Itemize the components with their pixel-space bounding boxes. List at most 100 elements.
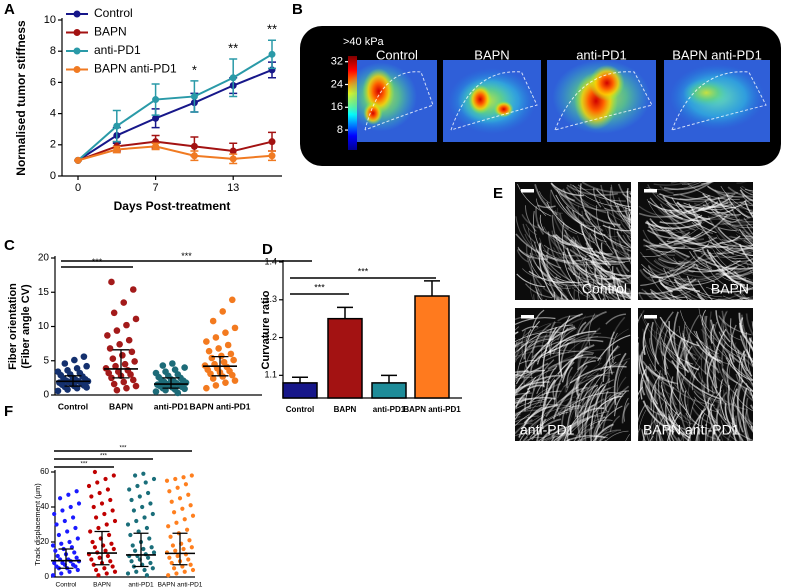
fiber [651,220,696,240]
fiber [522,268,547,280]
fiber [535,205,545,235]
fiber [522,223,537,244]
fiber [721,369,738,384]
fiber [701,309,707,326]
fiber [693,261,708,270]
fiber [730,235,753,241]
y-tick-label: 0 [50,170,56,182]
fiber [745,232,753,238]
fiber [665,228,703,253]
fiber [745,261,753,276]
fiber [721,368,753,393]
fiber [612,200,631,225]
fiber [528,338,554,348]
fibers [515,309,631,441]
fiber [556,432,565,441]
dot [125,571,131,576]
fiber [570,184,599,209]
fiber [574,219,602,228]
fiber [650,389,664,441]
image-label: Control [582,281,627,297]
fiber [715,391,728,426]
y-axis-label: Curvature ratio [260,290,272,369]
fiber [557,354,584,375]
legend-label: BAPN [94,25,127,39]
y-tick-label: 10 [38,321,50,332]
fiber [718,331,743,355]
fiber [746,250,753,256]
fiber [750,404,753,411]
dot [108,278,115,286]
fiber [742,386,753,398]
fiber [731,417,737,441]
fiber [601,275,607,300]
fiber [741,230,753,243]
fiber [605,313,626,325]
dot [75,567,80,573]
fiber [671,360,720,400]
dot [190,567,196,573]
fiber [563,415,579,441]
fiber [620,269,631,278]
x-tick-label: anti-PD1 [154,401,189,411]
fiber [740,363,753,382]
fiber [612,266,621,300]
dot [132,473,138,478]
dot [162,368,169,376]
fiber [590,293,596,300]
fiber [647,226,674,232]
fiber [522,436,529,441]
dot [222,379,229,386]
fiber [688,439,690,441]
fiber [730,324,737,363]
fiber [651,434,659,441]
fiber [530,331,542,391]
fiber [569,248,620,265]
fiber [624,290,631,300]
fiber [731,225,753,229]
fiber [740,317,744,333]
dot [60,508,65,513]
dot [131,508,137,513]
dot [89,557,94,562]
fiber [701,380,717,422]
fiber [560,342,570,376]
dot [108,559,113,564]
dot [148,560,153,566]
fiber [608,291,623,300]
fiber [681,182,698,185]
fiber [526,395,577,436]
fiber [597,430,608,441]
fiber [696,293,704,300]
fiber [586,292,588,300]
fiber [533,322,562,332]
fiber [626,219,631,233]
fiber [559,213,570,230]
fiber [642,238,686,249]
fiber [516,273,546,288]
fiber [618,204,631,210]
fiber [691,208,735,255]
fiber [743,350,753,377]
dot [134,518,139,524]
fiber [681,234,705,241]
fiber [515,341,518,348]
fiber [547,313,583,345]
dot [72,550,77,555]
fiber [623,397,629,422]
dot [188,503,193,508]
dot [182,569,187,574]
fiber [541,255,565,286]
dot [173,548,178,553]
fiber [641,263,692,286]
fiber [714,189,753,212]
fiber [588,362,603,378]
fiber [577,257,604,273]
dot [136,529,141,534]
fiber [539,434,546,441]
x-tick-label: 13 [227,182,239,194]
bar [414,295,450,399]
dot [120,378,128,386]
fiber [659,193,710,201]
